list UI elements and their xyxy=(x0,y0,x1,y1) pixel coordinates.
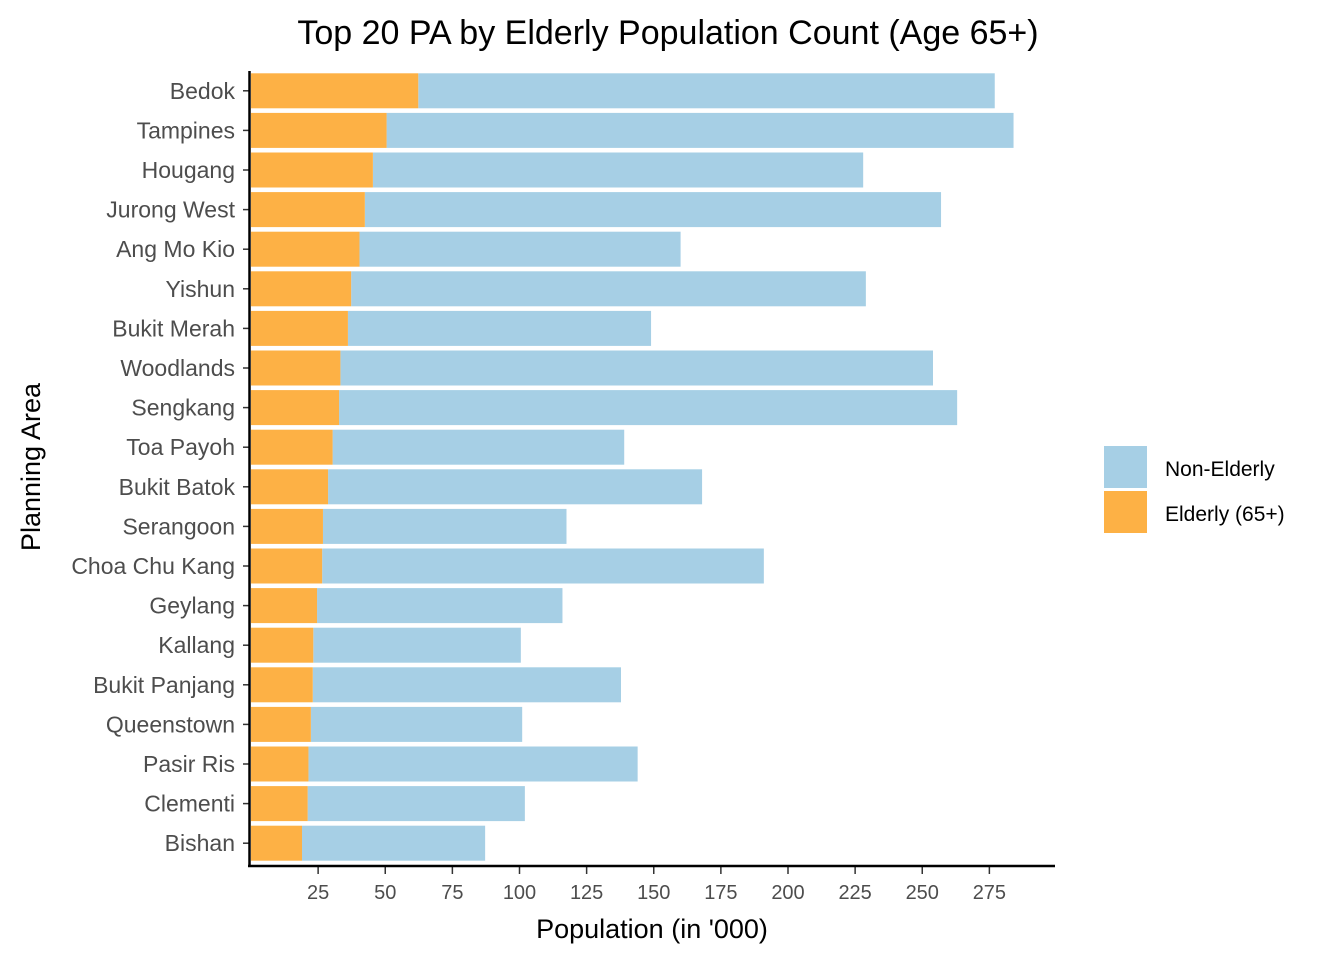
y-tick-label: Toa Payoh xyxy=(126,434,235,460)
bar-elderly xyxy=(251,746,309,782)
legend: Non-Elderly Elderly (65+) xyxy=(1104,446,1285,533)
y-tick-label: Yishun xyxy=(166,276,235,302)
bar-elderly xyxy=(251,786,308,822)
bar-non-elderly xyxy=(351,271,866,307)
bar-elderly xyxy=(251,310,348,346)
legend-key xyxy=(1104,491,1147,533)
y-tick-label: Choa Chu Kang xyxy=(71,553,235,579)
bar-non-elderly xyxy=(418,73,995,109)
y-tick-label: Bedok xyxy=(170,78,236,104)
x-tick-label: 150 xyxy=(637,882,670,904)
y-tick-label: Serangoon xyxy=(122,513,235,539)
legend-label: Elderly (65+) xyxy=(1165,503,1285,526)
y-tick-label: Geylang xyxy=(149,593,235,619)
bars-layer xyxy=(251,73,1014,861)
y-tick-label: Queenstown xyxy=(106,711,235,737)
bar-non-elderly xyxy=(359,231,681,267)
x-axis-ticks: 25 50 75 100 125 150 175 200 225 250 275 xyxy=(307,867,1006,904)
legend-label: Non-Elderly xyxy=(1165,458,1275,481)
y-tick-label: Sengkang xyxy=(131,395,235,421)
bar-elderly xyxy=(251,588,318,624)
y-tick-label: Bukit Merah xyxy=(112,315,235,341)
y-tick-label: Jurong West xyxy=(106,197,235,223)
bar-elderly xyxy=(251,271,352,307)
bar-non-elderly xyxy=(339,390,958,426)
x-tick-label: 225 xyxy=(838,882,871,904)
bar-non-elderly xyxy=(310,706,523,742)
bar-non-elderly xyxy=(322,508,567,544)
bar-elderly xyxy=(251,508,323,544)
x-tick-label: 175 xyxy=(704,882,737,904)
bar-non-elderly xyxy=(312,667,621,703)
bar-non-elderly xyxy=(328,469,703,505)
bar-non-elderly xyxy=(308,746,638,782)
bar-non-elderly xyxy=(364,192,942,228)
bar-non-elderly xyxy=(302,825,486,861)
x-tick-label: 50 xyxy=(374,882,396,904)
y-tick-label: Ang Mo Kio xyxy=(116,236,235,262)
y-tick-label: Bukit Batok xyxy=(119,474,236,500)
bar-elderly xyxy=(251,350,341,386)
bar-elderly xyxy=(251,429,333,465)
legend-key xyxy=(1104,446,1147,488)
chart-title: Top 20 PA by Elderly Population Count (A… xyxy=(297,14,1038,52)
x-tick-label: 75 xyxy=(441,882,463,904)
y-tick-label: Hougang xyxy=(142,157,235,183)
y-tick-label: Tampines xyxy=(137,117,235,143)
y-tick-label: Bishan xyxy=(165,830,235,856)
bar-elderly xyxy=(251,152,373,188)
bar-elderly xyxy=(251,112,387,148)
x-tick-label: 275 xyxy=(973,882,1006,904)
x-tick-label: 250 xyxy=(906,882,939,904)
y-axis-ticks: Bedok Tampines Hougang Jurong West Ang Mo Ki… xyxy=(71,78,249,856)
bar-non-elderly xyxy=(307,786,525,822)
bar-non-elderly xyxy=(340,350,933,386)
x-tick-label: 25 xyxy=(307,882,329,904)
bar-elderly xyxy=(251,469,329,505)
y-tick-label: Kallang xyxy=(158,632,235,658)
bar-elderly xyxy=(251,390,340,426)
bar-non-elderly xyxy=(347,310,652,346)
bar-elderly xyxy=(251,825,303,861)
bar-elderly xyxy=(251,192,365,228)
y-tick-label: Pasir Ris xyxy=(143,751,235,777)
x-tick-label: 200 xyxy=(771,882,804,904)
y-tick-label: Woodlands xyxy=(120,355,235,381)
bar-non-elderly xyxy=(317,588,563,624)
y-axis-title: Planning Area xyxy=(16,382,46,551)
x-axis-title: Population (in '000) xyxy=(536,914,768,944)
bar-elderly xyxy=(251,706,311,742)
bar-non-elderly xyxy=(386,112,1014,148)
x-tick-label: 100 xyxy=(503,882,536,904)
bar-non-elderly xyxy=(322,548,764,584)
x-tick-label: 125 xyxy=(570,882,603,904)
bar-elderly xyxy=(251,548,323,584)
y-tick-label: Clementi xyxy=(144,791,235,817)
bar-non-elderly xyxy=(313,627,521,663)
bar-elderly xyxy=(251,667,313,703)
bar-elderly xyxy=(251,73,419,109)
y-tick-label: Bukit Panjang xyxy=(93,672,235,698)
bar-elderly xyxy=(251,627,314,663)
bar-non-elderly xyxy=(372,152,864,188)
bar-elderly xyxy=(251,231,360,267)
bar-non-elderly xyxy=(332,429,625,465)
